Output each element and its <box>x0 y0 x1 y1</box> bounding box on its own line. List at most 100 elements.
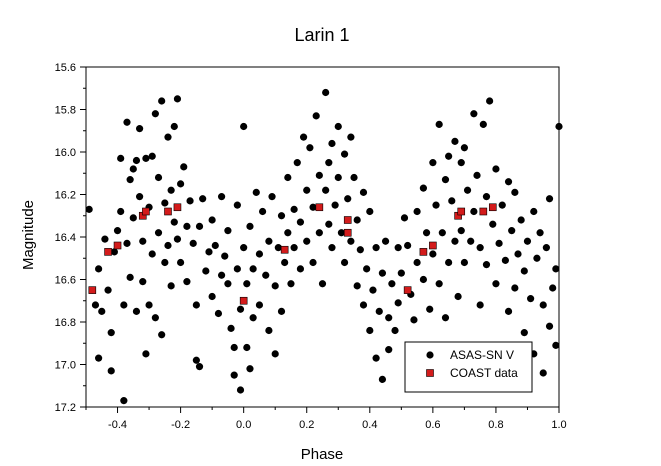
coast-data-point <box>173 203 182 212</box>
asas-sn-data-point <box>545 322 554 330</box>
asas-sn-data-point <box>129 214 137 222</box>
asas-sn-data-point <box>545 195 554 203</box>
x-tick-label: 0.6 <box>425 419 440 431</box>
y-tick-label: 15.8 <box>55 105 76 117</box>
asas-sn-data-point <box>173 95 182 103</box>
asas-sn-data-point <box>177 180 185 188</box>
asas-sn-data-point <box>315 229 323 237</box>
coast-data-point <box>113 241 122 250</box>
asas-sn-data-point <box>328 139 336 148</box>
asas-sn-data-point <box>183 222 191 230</box>
asas-sn-data-point <box>511 188 519 196</box>
asas-sn-data-point <box>495 239 503 247</box>
asas-sn-data-point <box>236 386 245 394</box>
asas-sn-data-point <box>530 207 538 216</box>
asas-sn-data-point <box>132 156 141 165</box>
asas-sn-data-point <box>435 280 443 288</box>
asas-sn-data-point <box>523 237 532 245</box>
asas-sn-data-point <box>173 235 182 243</box>
asas-sn-data-point <box>249 314 257 322</box>
asas-sn-data-point <box>123 239 131 247</box>
asas-sn-data-point <box>240 122 248 131</box>
asas-sn-data-point <box>284 173 292 182</box>
asas-sn-data-point <box>445 152 453 160</box>
asas-sn-data-point <box>397 269 405 277</box>
asas-sn-data-point <box>391 326 399 335</box>
coast-data-point <box>315 203 324 212</box>
asas-sn-data-point <box>372 244 380 252</box>
asas-sn-data-point <box>126 273 134 281</box>
coast-data-point <box>104 248 112 256</box>
asas-sn-data-point <box>233 265 241 273</box>
asas-sn-data-point <box>445 258 453 267</box>
asas-sn-data-point <box>154 229 163 237</box>
asas-sn-data-point <box>177 258 185 267</box>
asas-sn-data-point <box>158 331 166 339</box>
asas-sn-data-point <box>274 244 282 252</box>
asas-sn-data-point <box>334 173 342 182</box>
x-tick-label: 0.4 <box>362 419 377 431</box>
asas-sn-data-point <box>363 265 371 273</box>
asas-sn-data-point <box>148 152 156 160</box>
asas-sn-data-point <box>344 195 352 203</box>
asas-sn-data-point <box>246 222 254 230</box>
asas-sn-data-point <box>148 250 156 258</box>
asas-sn-data-point <box>473 171 481 179</box>
asas-sn-data-point <box>107 367 115 375</box>
asas-sn-data-point <box>290 205 298 213</box>
asas-sn-data-point <box>520 329 528 337</box>
asas-sn-data-point <box>378 375 387 383</box>
asas-sn-data-point <box>429 250 437 258</box>
asas-sn-data-point <box>180 163 188 171</box>
asas-sn-data-point <box>479 120 487 128</box>
x-tick-label: -0.4 <box>108 419 127 431</box>
asas-sn-data-point <box>504 178 513 186</box>
asas-sn-data-point <box>369 286 377 294</box>
asas-sn-data-point <box>347 237 355 245</box>
asas-sn-data-point <box>161 258 169 267</box>
asas-sn-data-point <box>202 267 210 275</box>
asas-sn-data-point <box>508 227 516 235</box>
asas-sn-data-point <box>230 343 238 352</box>
asas-sn-data-point <box>296 265 305 273</box>
asas-sn-data-point <box>334 122 342 131</box>
asas-sn-data-point <box>95 265 103 273</box>
asas-sn-data-point <box>151 110 159 118</box>
asas-sn-data-point <box>419 275 428 284</box>
asas-sn-data-point <box>457 159 465 167</box>
asas-sn-data-point <box>356 246 364 254</box>
asas-sn-data-point <box>467 237 475 245</box>
asas-sn-data-point <box>271 350 279 358</box>
asas-sn-data-point <box>552 265 560 273</box>
asas-sn-data-point <box>95 354 103 362</box>
asas-sn-data-point <box>240 244 248 252</box>
asas-sn-data-point <box>186 197 194 205</box>
x-tick-label: 0.8 <box>488 419 503 431</box>
asas-sn-data-point <box>164 241 172 250</box>
asas-sn-data-point <box>217 271 226 279</box>
x-tick-label: -0.2 <box>171 419 190 431</box>
chart-title: Larin 1 <box>294 25 349 45</box>
asas-sn-data-point <box>482 193 491 201</box>
x-tick-label: 1.0 <box>551 419 566 431</box>
asas-sn-data-point <box>120 397 128 405</box>
asas-sn-data-point <box>318 280 327 288</box>
asas-sn-data-point <box>353 216 361 224</box>
asas-sn-data-point <box>385 346 393 354</box>
asas-sn-data-point <box>394 244 402 252</box>
asas-sn-data-point <box>460 144 468 152</box>
asas-sn-data-point <box>164 133 172 141</box>
asas-sn-data-point <box>107 329 115 337</box>
asas-sn-data-point <box>350 173 358 182</box>
y-tick-label: 16.0 <box>55 147 76 159</box>
asas-sn-data-point <box>492 165 500 173</box>
asas-sn-data-point <box>322 186 330 194</box>
coast-data-point <box>343 228 352 237</box>
asas-sn-data-point <box>110 248 118 256</box>
asas-sn-data-point <box>214 309 223 318</box>
asas-sn-data-point <box>375 307 383 315</box>
asas-sn-data-point <box>117 207 125 216</box>
asas-sn-data-point <box>126 176 134 184</box>
asas-sn-data-point <box>511 284 519 292</box>
asas-sn-data-point <box>451 237 459 245</box>
